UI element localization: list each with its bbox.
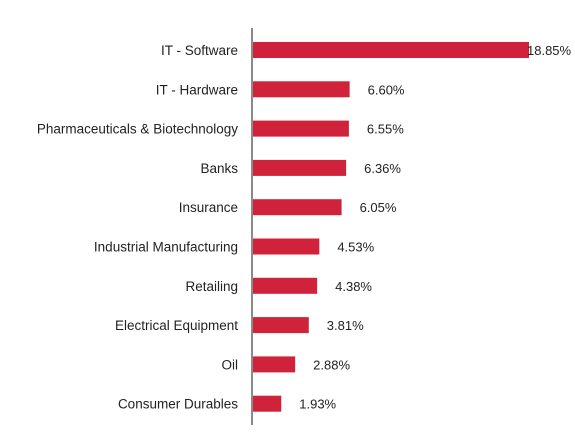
category-label-9: Consumer Durables (118, 397, 238, 412)
bar-5 (253, 238, 320, 255)
bars-group (253, 42, 529, 412)
category-label-5: Industrial Manufacturing (94, 240, 238, 255)
value-label-7: 3.81% (327, 318, 364, 333)
value-label-9: 1.93% (299, 397, 336, 412)
category-label-3: Banks (200, 161, 238, 176)
value-label-3: 6.36% (364, 161, 401, 176)
value-label-0: 18.85% (527, 43, 572, 58)
value-label-6: 4.38% (335, 279, 372, 294)
category-label-4: Insurance (179, 200, 238, 215)
category-labels-group: IT - Software IT - Hardware Pharmaceutical… (37, 43, 238, 412)
bar-6 (253, 277, 318, 294)
category-label-7: Electrical Equipment (115, 318, 238, 333)
bar-0 (253, 42, 529, 58)
bar-2 (253, 120, 349, 137)
bar-4 (253, 199, 342, 216)
category-label-1: IT - Hardware (156, 82, 238, 97)
category-label-2: Pharmaceuticals & Biotechnology (37, 122, 238, 137)
value-label-4: 6.05% (360, 200, 397, 215)
bar-8 (253, 356, 296, 373)
bar-9 (253, 395, 282, 412)
bar-3 (253, 159, 347, 176)
value-label-2: 6.55% (367, 122, 404, 137)
category-label-6: Retailing (185, 279, 238, 294)
bar-1 (253, 81, 350, 98)
value-label-5: 4.53% (337, 240, 374, 255)
value-label-8: 2.88% (313, 357, 350, 372)
bar-7 (253, 317, 309, 334)
category-label-8: Oil (222, 357, 239, 372)
category-label-0: IT - Software (161, 43, 238, 58)
value-label-1: 6.60% (368, 82, 405, 97)
value-labels-group: 18.85% 6.60% 6.55% 6.36% 6.05% 4.53% 4.38% 3.81… (299, 43, 571, 412)
